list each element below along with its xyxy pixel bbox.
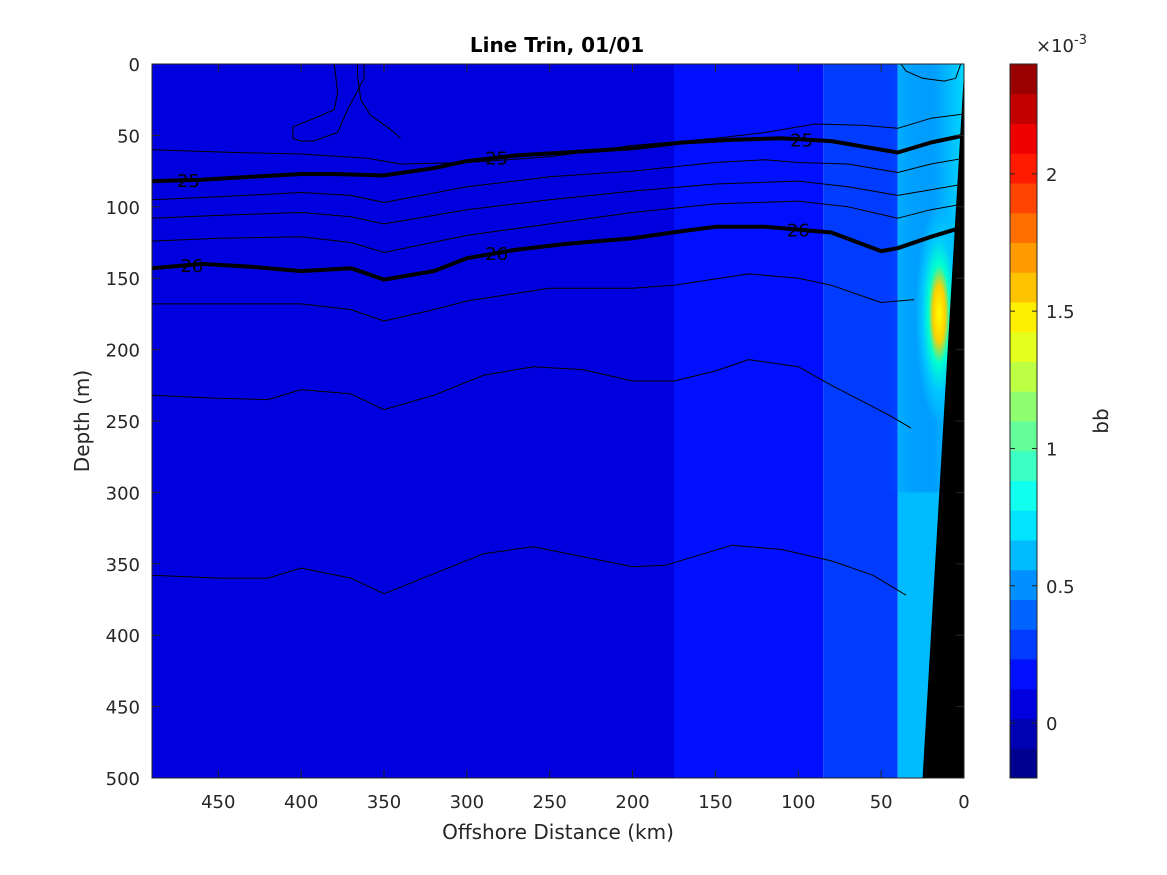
- y-tick-label: 0: [129, 55, 140, 76]
- isopycnal-11: [900, 64, 962, 82]
- colorbar-swatch: [1010, 688, 1037, 719]
- colorbar-swatches: [1010, 64, 1037, 779]
- colorbar-exponent: ×10-3: [1036, 33, 1087, 57]
- colorbar-tick-label: 1.5: [1046, 302, 1075, 323]
- colorbar: 0 0.5 1 1.5 2 ×10-3 bb: [1009, 33, 1113, 779]
- colorbar-swatch: [1010, 302, 1037, 333]
- colorbar-exponent-prefix: ×10: [1036, 36, 1074, 57]
- field-region-0: [152, 64, 674, 778]
- isopycnal-9: [357, 64, 401, 139]
- colorbar-swatch: [1010, 331, 1037, 362]
- x-tick-label: 200: [615, 792, 649, 813]
- isopycnal-2: [152, 113, 964, 165]
- x-tick-label: 300: [450, 792, 484, 813]
- colorbar-swatch: [1010, 599, 1037, 630]
- colorbar-tick-label: 0: [1046, 714, 1057, 735]
- colorbar-swatch: [1010, 421, 1037, 452]
- colorbar-swatch: [1010, 480, 1037, 511]
- colorbar-swatch: [1010, 93, 1037, 124]
- colorbar-swatch: [1010, 569, 1037, 600]
- colorbar-tick-label: 2: [1046, 165, 1057, 186]
- y-tick-label: 300: [106, 483, 140, 504]
- colorbar-swatch: [1010, 123, 1037, 154]
- y-tick-label: 50: [117, 126, 140, 147]
- colorbar-swatch: [1010, 361, 1037, 392]
- contour-label-26: 26: [180, 256, 203, 277]
- colorbar-swatch: [1010, 183, 1037, 214]
- y-tick-label: 150: [106, 269, 140, 290]
- isopycnal-0: [152, 133, 964, 184]
- colorbar-swatch: [1010, 391, 1037, 422]
- x-tick-label: 0: [958, 792, 969, 813]
- colorbar-tick-label: 1: [1046, 439, 1057, 460]
- colorbar-swatch: [1010, 629, 1037, 660]
- isopycnal-1: [152, 224, 964, 282]
- isopycnal-6: [152, 273, 915, 322]
- y-tick-label: 100: [106, 198, 140, 219]
- contour-label-25: 25: [485, 149, 508, 170]
- x-tick-label: 350: [367, 792, 401, 813]
- x-axis: 450 400 350 300 250 200 150 100 50 0: [201, 64, 970, 813]
- isopycnal-10: [292, 64, 365, 142]
- x-tick-label: 50: [870, 792, 893, 813]
- colorbar-exponent-power: -3: [1074, 33, 1087, 48]
- contour-label-25: 25: [177, 171, 200, 192]
- y-tick-label: 450: [106, 698, 140, 719]
- y-axis-label: Depth (m): [70, 370, 94, 472]
- isopycnal-contours: 25 25 25 26 26 26: [152, 64, 964, 596]
- colorbar-swatch: [1010, 242, 1037, 273]
- shelf-bottom: [922, 64, 964, 778]
- contour-label-26: 26: [787, 221, 810, 242]
- contour-label-26: 26: [485, 244, 508, 265]
- x-axis-label: Offshore Distance (km): [442, 820, 674, 844]
- colorbar-swatch: [1010, 272, 1037, 303]
- backscatter-field: [152, 64, 964, 778]
- colorbar-ticks: 0 0.5 1 1.5 2: [1010, 165, 1075, 735]
- field-region-1: [674, 64, 824, 778]
- x-tick-label: 100: [781, 792, 815, 813]
- isopycnal-4: [152, 180, 964, 225]
- chart-title: Line Trin, 01/01: [470, 33, 644, 57]
- y-axis: 0 50 100 150 200 250 300 350 400 450 500: [106, 55, 964, 790]
- x-tick-label: 150: [698, 792, 732, 813]
- y-tick-label: 250: [106, 412, 140, 433]
- colorbar-frame: [1009, 63, 1038, 779]
- x-tick-label: 450: [201, 792, 235, 813]
- colorbar-swatch: [1010, 748, 1037, 779]
- colorbar-swatch: [1010, 153, 1037, 184]
- isopycnal-7: [152, 359, 912, 429]
- shelf-bottom-shape: [922, 64, 964, 778]
- colorbar-swatch: [1010, 64, 1037, 95]
- x-tick-label: 400: [284, 792, 318, 813]
- y-tick-label: 200: [106, 341, 140, 362]
- colorbar-swatch: [1010, 450, 1037, 481]
- colorbar-swatch: [1010, 540, 1037, 571]
- isopycnal-3: [152, 157, 964, 203]
- contour-label-25: 25: [790, 130, 813, 151]
- y-tick-label: 400: [106, 626, 140, 647]
- colorbar-swatch: [1010, 659, 1037, 690]
- y-tick-label: 500: [106, 769, 140, 790]
- isopycnal-5: [152, 200, 964, 253]
- x-tick-label: 250: [533, 792, 567, 813]
- colorbar-tick-label: 0.5: [1046, 577, 1075, 598]
- field-region-2: [823, 64, 898, 778]
- colorbar-swatch: [1010, 212, 1037, 243]
- colorbar-swatch: [1010, 510, 1037, 541]
- isopycnal-8: [152, 544, 907, 596]
- colorbar-label: bb: [1089, 408, 1113, 433]
- y-tick-label: 350: [106, 555, 140, 576]
